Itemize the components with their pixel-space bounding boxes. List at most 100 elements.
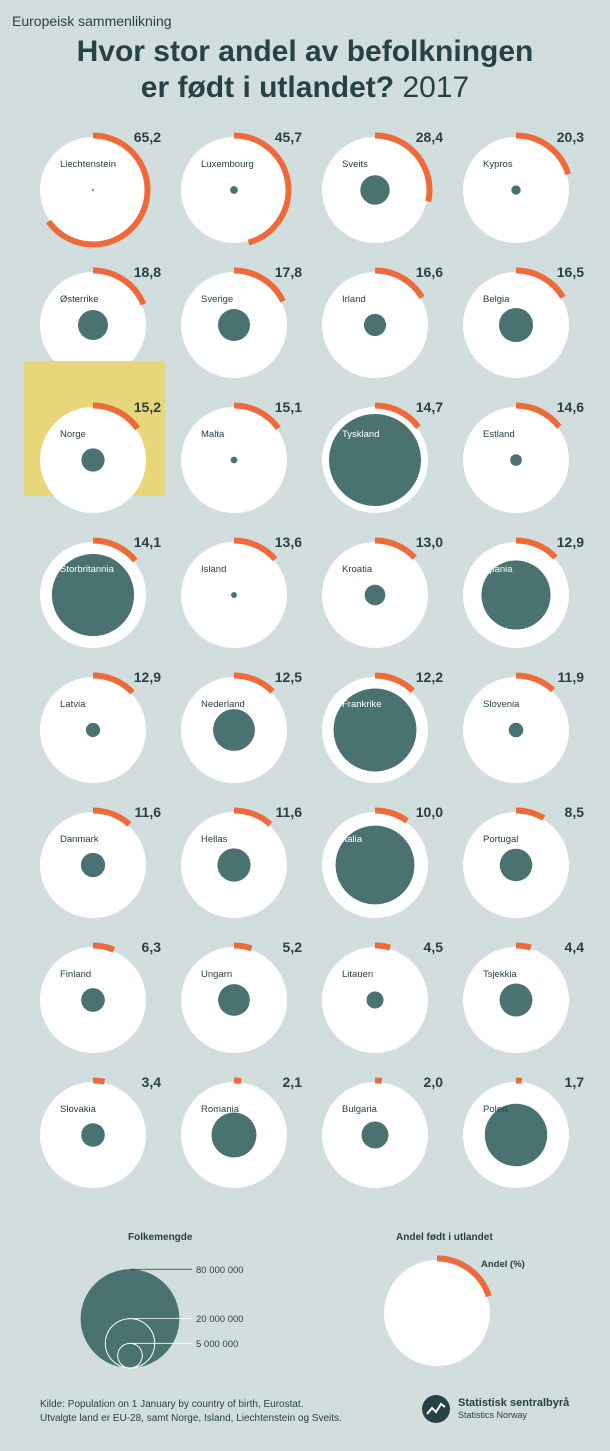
country-label-danmark: Danmark [60,834,99,845]
share-arc-hellas [233,807,273,827]
population-circle-latvia [85,722,101,738]
share-value-finland: 6,3 [142,939,162,955]
population-circle-frankrike [333,688,417,772]
population-circle-bulgaria [361,1121,389,1149]
share-arc-spania [515,537,558,560]
country-label-kroatia: Kroatia [342,564,373,575]
share-value-portugal: 8,5 [565,804,585,820]
population-circle-finland [81,988,105,1012]
population-circle-tyskland [329,414,421,506]
population-circle-belgia [498,307,534,343]
legend-share-arc [436,1255,492,1298]
share-value-italia: 10,0 [416,804,443,820]
share-arc-frankrike [374,672,415,693]
population-circle-luxembourg [230,186,238,194]
population-circle-ungarn [218,984,250,1016]
share-value-polen: 1,7 [565,1074,585,1090]
legend-share-circle [384,1260,490,1366]
share-value-spania: 12,9 [557,534,584,550]
country-label-slovenia: Slovenia [483,699,520,710]
title-line-1: Hvor stor andel av befolkningen [76,35,534,68]
population-circle-kypros [511,185,521,195]
country-label-italia: Italia [342,834,363,845]
population-circle-romania [211,1112,257,1158]
source-note: Kilde: Population on 1 January by countr… [40,1398,342,1426]
share-value-hellas: 11,6 [276,804,303,820]
population-circle-sveits [360,175,390,205]
share-value-tsjekkia: 4,4 [565,939,585,955]
kicker: Europeisk sammenlikning [12,13,172,29]
country-label-slovakia: Slovakia [60,1104,97,1115]
share-arc-luxembourg [233,132,292,246]
country-label-norge: Norge [60,429,86,440]
legend-share-title: Andel født i utlandet [396,1232,493,1243]
share-value-liechtenstein: 65,2 [134,129,161,145]
country-label-bulgaria: Bulgaria [342,1104,378,1115]
population-circle-spania [481,560,551,630]
share-arc-island [233,537,278,562]
country-label-polen: Polen [483,1104,507,1115]
share-value-norge: 15,2 [134,399,161,415]
country-label-ungarn: Ungarn [201,969,232,980]
country-label-portugal: Portugal [483,834,518,845]
share-value-sveits: 28,4 [416,129,443,145]
country-label-nederland: Nederland [201,699,245,710]
legend-pop-label-0: 80 000 000 [196,1265,244,1276]
share-value-frankrike: 12,2 [416,669,443,685]
share-value-slovakia: 3,4 [142,1074,162,1090]
share-value-bulgaria: 2,0 [424,1074,444,1090]
country-label-irland: Irland [342,294,366,305]
share-arc-slovenia [515,672,556,693]
ssb-logo: Statistisk sentralbyrå Statistics Norway [422,1394,569,1424]
share-value-luxembourg: 45,7 [275,129,302,145]
country-label-liechtenstein: Liechtenstein [60,159,116,170]
share-value-estland: 14,6 [557,399,584,415]
share-arc-malta [233,402,281,431]
share-value-romania: 2,1 [283,1074,303,1090]
population-circle-portugal [499,848,533,882]
population-circle-litauen [366,991,384,1009]
country-label-finland: Finland [60,969,91,980]
country-label-sveits: Sveits [342,159,368,170]
population-circle-malta [230,456,238,464]
share-arc-sveits [374,132,433,203]
population-circle-polen [484,1103,548,1167]
share-arc-storbritannia [92,537,138,563]
share-value-tyskland: 14,7 [416,399,443,415]
ssb-logo-icon [422,1395,450,1423]
ssb-logo-sub: Statistics Norway [458,1410,528,1420]
share-arc-portugal [515,807,546,821]
population-circle-island [231,592,237,598]
share-arc-italia [374,807,409,824]
source-line-2: Utvalgte land er EU-28, samt Norge, Isla… [40,1413,342,1424]
country-label-storbritannia: Storbritannia [60,564,115,575]
country-label-estland: Estland [483,429,515,440]
population-circle-irland [363,313,387,337]
country-label-frankrike: Frankrike [342,699,382,710]
population-circle-tsjekkia [499,983,533,1017]
share-arc-litauen [374,942,392,951]
legend-share-label: Andel (%) [481,1259,525,1270]
population-circle-liechtenstein [92,189,94,191]
share-arc-finland [92,942,116,953]
title-year: 2017 [402,71,470,104]
population-circle-hellas [217,848,251,882]
population-circle-danmark [80,852,106,878]
population-circle-nederland [213,709,255,751]
country-label-malta: Malta [201,429,225,440]
share-arc-kypros [515,132,572,176]
ssb-logo-name: Statistisk sentralbyrå [458,1397,570,1409]
share-arc-sverige [233,267,286,303]
share-arc-irland [374,267,425,300]
country-label-hellas: Hellas [201,834,228,845]
share-arc-latvia [92,672,135,695]
population-circle-sverige [217,308,251,342]
share-value-osterrike: 18,8 [134,264,161,280]
chart-title: Hvor stor andel av befolkningen er født … [0,34,610,106]
population-circle-italia [335,825,415,905]
population-circle-slovenia [508,722,524,738]
share-arc-danmark [92,807,132,827]
share-value-kroatia: 13,0 [416,534,443,550]
country-label-kypros: Kypros [483,159,513,170]
